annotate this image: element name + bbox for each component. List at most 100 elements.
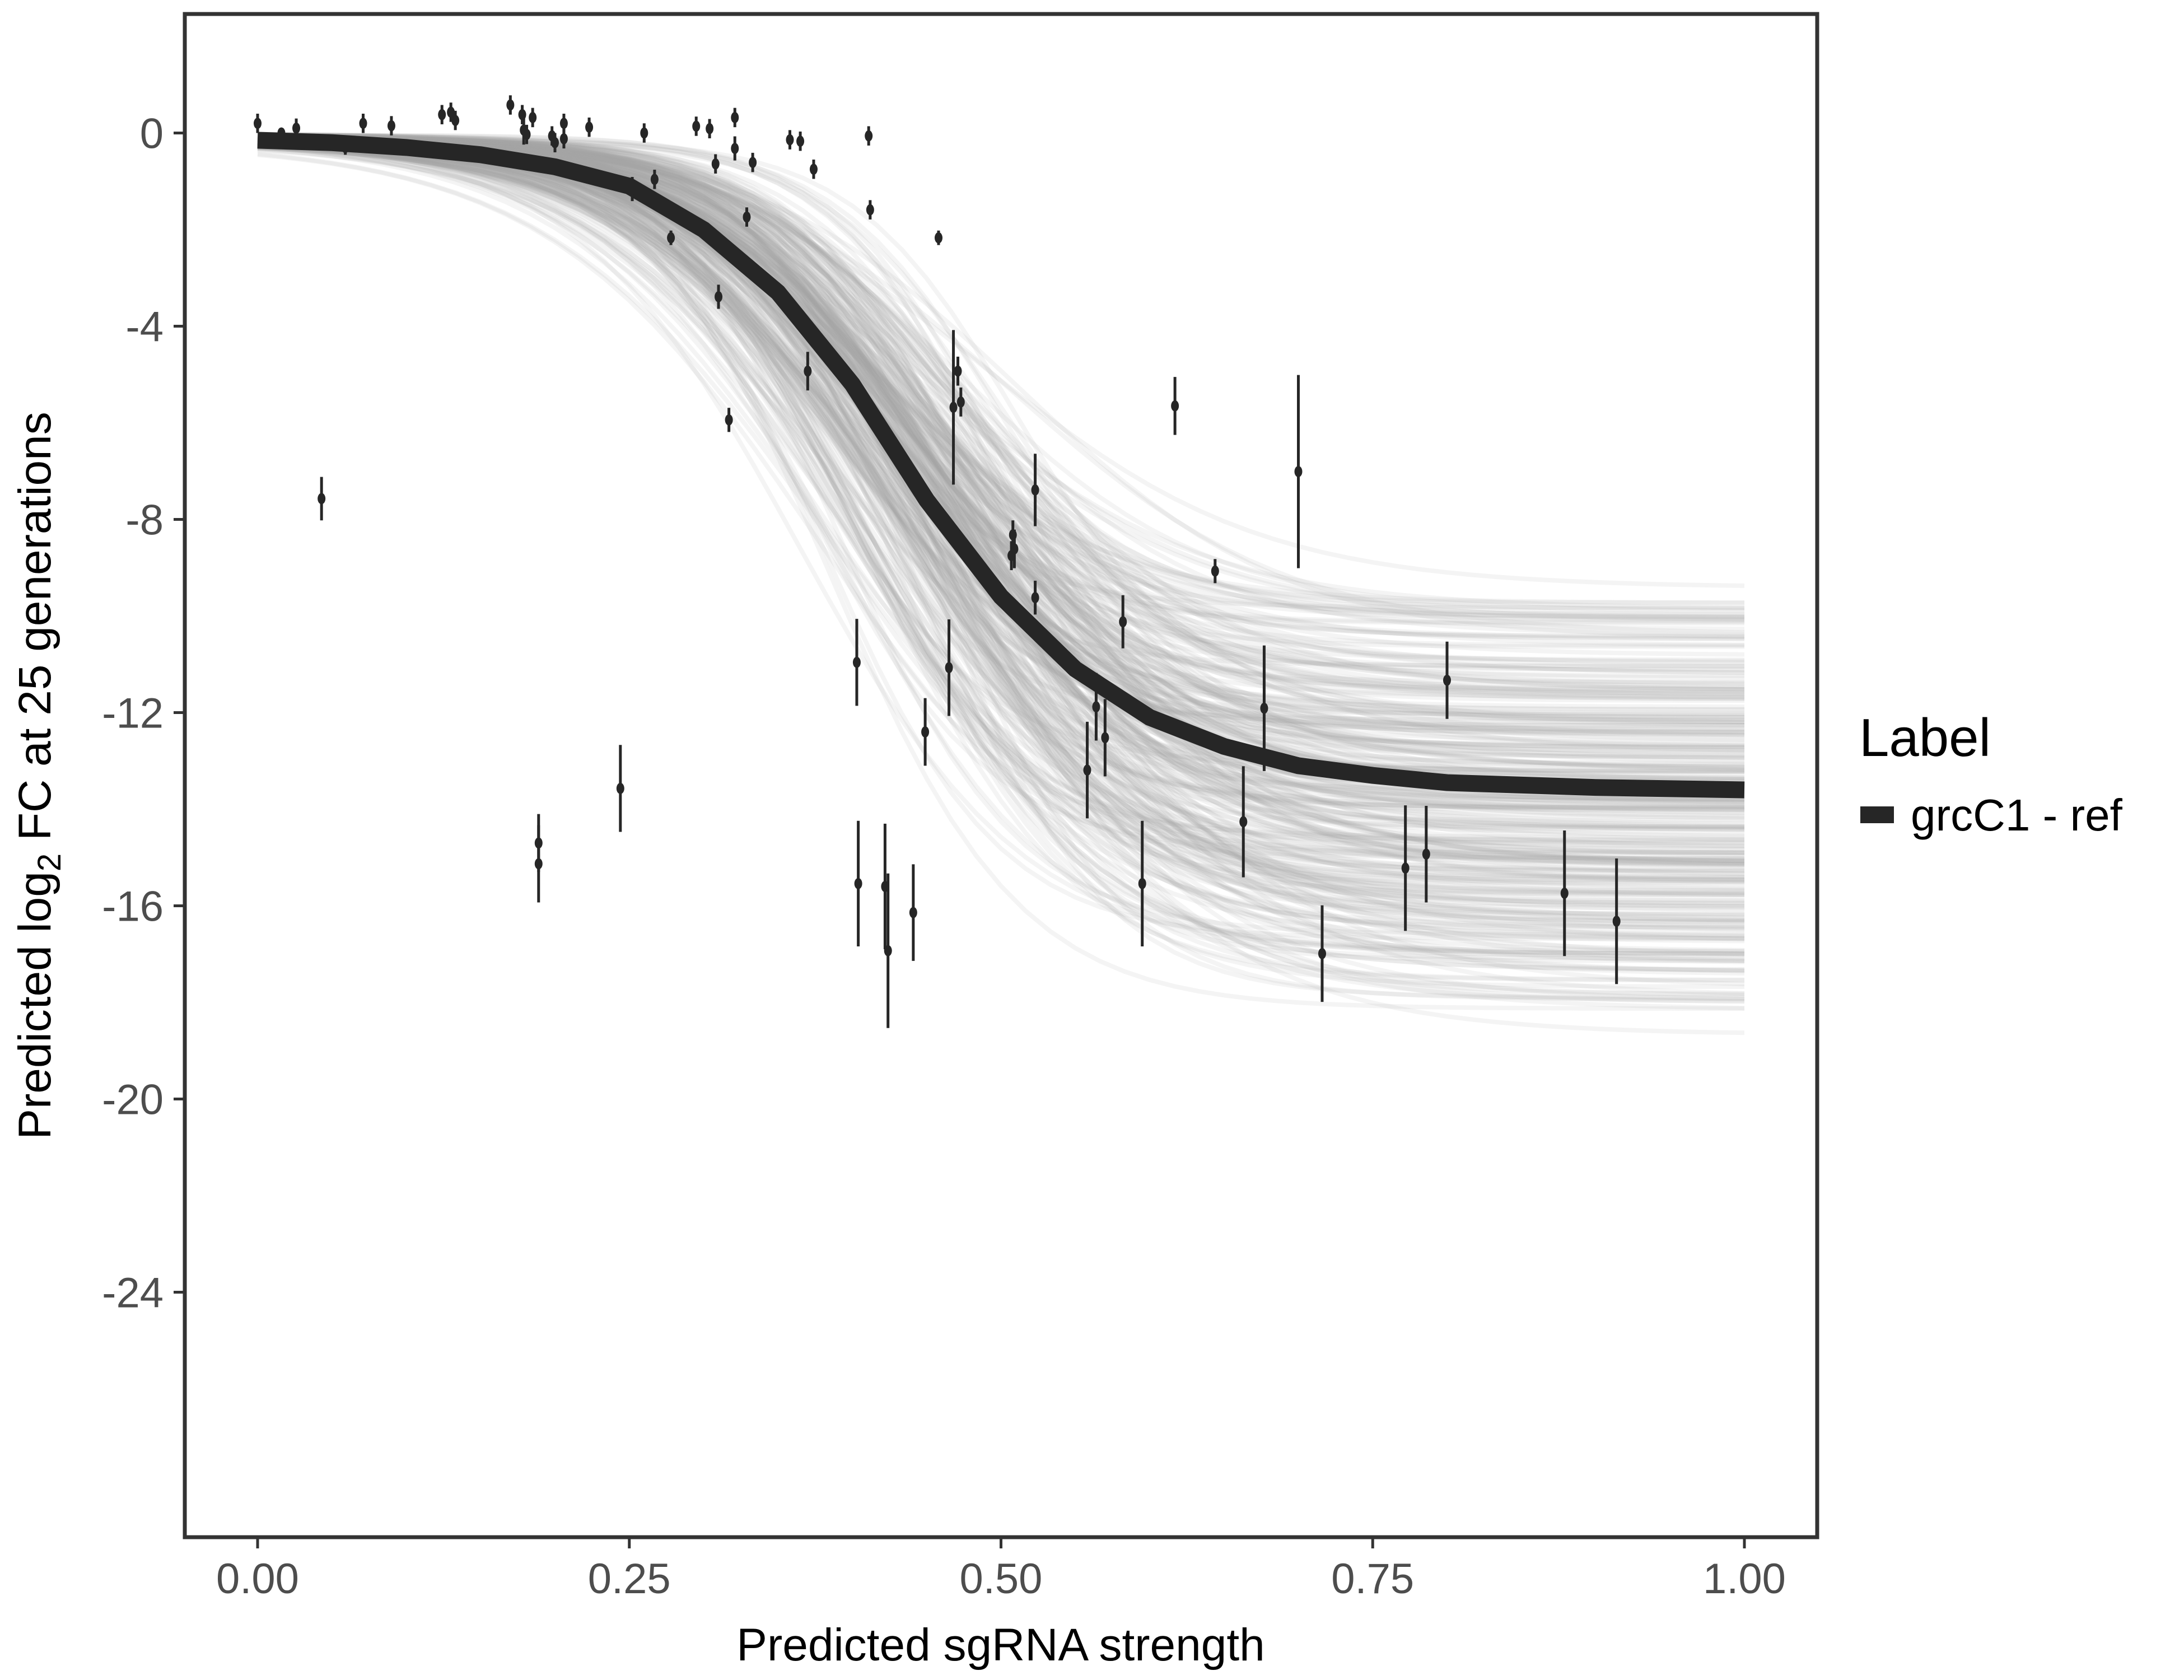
posterior-draw (257, 135, 1745, 635)
posterior-draw (257, 137, 1745, 624)
data-point (809, 164, 818, 175)
posterior-draw (257, 138, 1744, 930)
posterior-draw (257, 144, 1745, 880)
posterior-draw (257, 144, 1745, 833)
data-point (522, 129, 531, 141)
posterior-draw (257, 144, 1745, 760)
posterior-draw (257, 141, 1745, 720)
data-point (1612, 916, 1621, 927)
posterior-draw (257, 146, 1745, 855)
data-point (715, 291, 723, 302)
posterior-draw (257, 136, 1745, 636)
posterior-draw (257, 135, 1744, 911)
data-point (945, 662, 953, 674)
data-point (749, 157, 757, 169)
data-point (1119, 616, 1127, 628)
data-point (318, 493, 326, 505)
posterior-draw (257, 136, 1745, 685)
posterior-draw (258, 137, 1744, 694)
posterior-draw (257, 137, 1745, 700)
posterior-draw (257, 139, 1744, 684)
posterior-draw (257, 146, 1745, 964)
posterior-draw (257, 134, 1744, 735)
data-point (1083, 764, 1091, 776)
x-tick-label: 1.00 (1703, 1555, 1786, 1603)
data-point (1101, 732, 1109, 744)
data-point (529, 111, 537, 123)
posterior-draw (257, 132, 1745, 743)
posterior-draw (257, 139, 1744, 879)
data-point (711, 158, 720, 170)
data-point (551, 137, 559, 148)
data-point (451, 115, 460, 127)
x-tick-label: 0.75 (1331, 1555, 1414, 1603)
posterior-draw (257, 144, 1745, 897)
posterior-draw (257, 143, 1745, 890)
posterior-draw (257, 136, 1744, 823)
data-point (1401, 862, 1410, 874)
posterior-draw (257, 135, 1744, 669)
posterior-draw (257, 132, 1744, 648)
x-axis-title: Predicted sgRNA strength (736, 1620, 1264, 1670)
data-point (640, 127, 648, 139)
data-point (786, 134, 794, 146)
data-point (650, 174, 659, 185)
data-point (854, 878, 862, 889)
posterior-draw (257, 133, 1745, 692)
data-point (667, 232, 675, 244)
data-point (1318, 948, 1326, 959)
posterior-draw (257, 135, 1744, 895)
data-point (1010, 543, 1019, 555)
data-point (884, 945, 892, 956)
posterior-draw (257, 138, 1745, 996)
data-point (852, 656, 861, 668)
posterior-draw (257, 143, 1745, 963)
posterior-draw (257, 134, 1744, 860)
y-tick-label: -8 (125, 497, 164, 544)
posterior-draw (258, 134, 1745, 753)
data-point (909, 907, 917, 918)
posterior-draw (257, 140, 1745, 997)
x-tick-label: 0.00 (216, 1555, 299, 1603)
posterior-draw (257, 137, 1745, 881)
y-tick-label: 0 (140, 110, 164, 158)
posterior-draw (257, 133, 1745, 736)
data-point (559, 133, 568, 144)
posterior-draw (257, 139, 1745, 913)
posterior-draw (257, 132, 1744, 610)
posterior-draw (257, 138, 1745, 720)
data-point (628, 183, 637, 195)
data-point (559, 118, 568, 129)
posterior-draw (257, 137, 1744, 832)
posterior-draw (257, 140, 1745, 954)
data-point (277, 127, 286, 139)
x-axis: 0.00 0.25 0.50 0.75 1.00 (216, 1537, 1786, 1603)
posterior-draw (257, 148, 1745, 1011)
posterior-draw (257, 141, 1745, 805)
posterior-draw (257, 134, 1745, 782)
posterior-draw (257, 134, 1745, 640)
posterior-draw (257, 134, 1745, 669)
posterior-draw (257, 147, 1745, 866)
posterior-draw (257, 133, 1744, 626)
data-point (359, 118, 367, 129)
data-point (534, 858, 543, 870)
posterior-draw (257, 141, 1745, 665)
data-points (254, 95, 1621, 1028)
y-tick-label: -20 (102, 1076, 164, 1124)
posterior-draw (258, 133, 1744, 774)
data-point (731, 111, 739, 123)
posterior-draw (257, 137, 1745, 874)
posterior-draw (257, 139, 1745, 811)
posterior-draw (257, 138, 1745, 782)
posterior-draw (257, 139, 1745, 881)
posterior-draw (257, 140, 1745, 883)
data-point (1260, 702, 1268, 714)
posterior-draw (257, 134, 1745, 867)
posterior-draw (257, 143, 1745, 764)
posterior-draw (257, 132, 1745, 925)
posterior-draw (257, 142, 1745, 689)
posterior-draw (257, 139, 1745, 917)
posterior-draw (257, 133, 1745, 851)
posterior-draw (257, 136, 1745, 769)
